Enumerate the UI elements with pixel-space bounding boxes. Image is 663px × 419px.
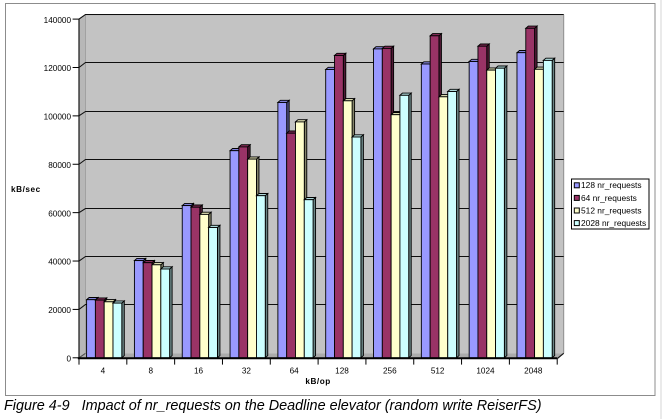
svg-text:kB/sec: kB/sec <box>11 185 41 194</box>
svg-text:256: 256 <box>383 367 397 376</box>
svg-text:80000: 80000 <box>48 161 71 170</box>
svg-text:128: 128 <box>335 367 349 376</box>
svg-text:16: 16 <box>194 367 204 376</box>
svg-text:2028 nr_requests: 2028 nr_requests <box>581 218 646 228</box>
svg-text:20000: 20000 <box>48 306 71 315</box>
svg-text:0: 0 <box>66 355 71 364</box>
svg-text:120000: 120000 <box>44 64 72 73</box>
svg-text:140000: 140000 <box>44 16 72 25</box>
svg-text:40000: 40000 <box>48 258 71 267</box>
svg-text:2048: 2048 <box>524 367 543 376</box>
svg-text:4: 4 <box>101 367 106 376</box>
svg-text:64: 64 <box>290 367 300 376</box>
svg-text:512: 512 <box>431 367 445 376</box>
svg-text:8: 8 <box>148 367 153 376</box>
svg-text:100000: 100000 <box>44 113 72 122</box>
svg-text:1024: 1024 <box>476 367 495 376</box>
svg-text:512 nr_requests: 512 nr_requests <box>581 205 642 215</box>
svg-text:64 nr_requests: 64 nr_requests <box>581 193 637 203</box>
svg-text:kB/op: kB/op <box>305 377 331 386</box>
svg-text:128 nr_requests: 128 nr_requests <box>581 180 642 190</box>
svg-text:60000: 60000 <box>48 209 71 218</box>
svg-text:32: 32 <box>242 367 252 376</box>
